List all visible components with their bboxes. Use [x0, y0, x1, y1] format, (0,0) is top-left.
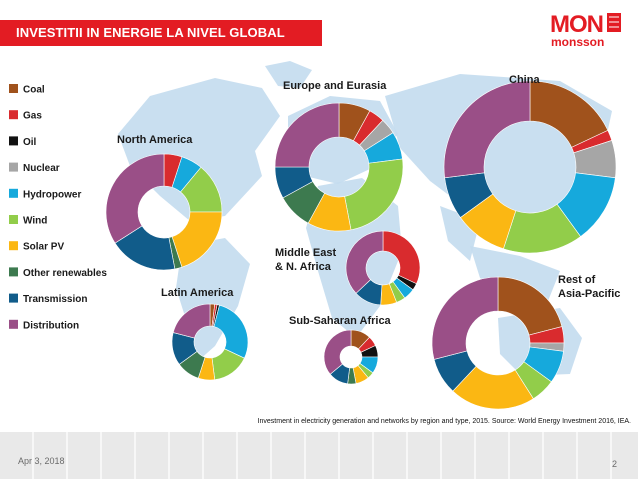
legend-label: Wind: [23, 216, 47, 227]
donut-slice-distribution: [323, 329, 352, 375]
donut-slice-distribution: [431, 276, 499, 360]
region-label: & N. Africa: [275, 261, 332, 273]
legend-swatch: [9, 215, 18, 224]
footer-tile: [408, 432, 442, 479]
chart-figure: Coal Gas Oil Nuclear Hydropower Wind Solar PV O…: [9, 61, 620, 410]
legend-label: Solar PV: [23, 242, 64, 253]
legend-swatch: [9, 241, 18, 251]
logo-monsson-text: monsson: [551, 35, 604, 49]
region-label: China: [509, 74, 540, 86]
legend-swatch: [9, 319, 18, 329]
title-bar: INVESTITII IN ENERGIE LA NIVEL GLOBAL: [0, 20, 322, 46]
donut-slice-distribution: [105, 153, 165, 244]
donut-china: China: [443, 74, 617, 254]
footer-tile: [510, 432, 544, 479]
legend-label: Distribution: [23, 320, 79, 331]
donut-slice-distribution: [172, 303, 211, 339]
donut-slice-hydropower: [213, 304, 249, 359]
legend-label: Hydropower: [23, 189, 81, 200]
legend-label: Transmission: [23, 294, 87, 305]
map-landmass: [470, 246, 560, 301]
footer-tile: [102, 432, 136, 479]
legend-swatch: [9, 188, 18, 198]
legend-swatch: [9, 110, 18, 120]
legend-label: Other renewables: [23, 268, 107, 279]
footer-tile: [272, 432, 306, 479]
legend-swatch: [9, 84, 18, 93]
donut-middle-east-n-africa: Middle East & N. Africa: [275, 230, 421, 306]
figure-caption: Investment in electricity generation and…: [257, 418, 631, 425]
region-label: Sub-Saharan Africa: [289, 315, 392, 327]
donut-latin-america: Latin America: [161, 287, 249, 381]
footer-tile: [306, 432, 340, 479]
footer-tile: [544, 432, 578, 479]
footer-date: Apr 3, 2018: [18, 456, 65, 466]
region-label: Latin America: [161, 287, 234, 299]
donut-slice-gas: [382, 230, 421, 285]
legend-swatch: [9, 162, 18, 172]
footer-tile: [374, 432, 408, 479]
monsson-logo: MON monsson: [550, 11, 621, 49]
footer-tile: [0, 432, 34, 479]
legend-swatch: [9, 136, 18, 146]
legend-label: Nuclear: [23, 163, 60, 174]
chart-legend: Coal Gas Oil Nuclear Hydropower Wind Solar PV O…: [9, 84, 107, 331]
footer-tile: [170, 432, 204, 479]
slide-title: INVESTITII IN ENERGIE LA NIVEL GLOBAL: [16, 25, 285, 40]
footer-tile: [442, 432, 476, 479]
region-label: Rest of: [558, 274, 596, 286]
region-label: Asia-Pacific: [558, 288, 620, 300]
footer-tile: [136, 432, 170, 479]
legend-swatch: [9, 293, 18, 303]
legend-label: Oil: [23, 137, 37, 148]
map-landmass: [265, 61, 312, 88]
footer-strip: [0, 432, 638, 479]
donut-slice-distribution: [274, 102, 340, 168]
footer-tile: [68, 432, 102, 479]
legend-swatch: [9, 267, 18, 277]
footer-tile: [476, 432, 510, 479]
donut-rest-of-asia-pacific: Rest of Asia-Pacific: [431, 274, 620, 410]
page-number: 2: [612, 459, 618, 469]
donut-charts: North America Europe and Eurasia China Midd…: [105, 74, 620, 410]
logo-mon-text: MON: [550, 11, 603, 38]
footer-tile: [34, 432, 68, 479]
region-label: Middle East: [275, 247, 336, 259]
legend-label: Gas: [23, 111, 42, 122]
donut-slice-distribution: [443, 80, 531, 179]
footer-tile: [578, 432, 612, 479]
donut-europe-and-eurasia: Europe and Eurasia: [274, 80, 404, 232]
donut-sub-saharan-africa: Sub-Saharan Africa: [289, 315, 392, 385]
footer-tile: [204, 432, 238, 479]
region-label: Europe and Eurasia: [283, 80, 387, 92]
donut-slice-distribution: [345, 230, 384, 294]
footer-tile: [340, 432, 374, 479]
footer-tile: [612, 432, 638, 479]
donut-slice-wind: [344, 158, 404, 231]
footer-tile: [238, 432, 272, 479]
region-label: North America: [117, 134, 193, 146]
donut-north-america: North America: [105, 134, 223, 271]
legend-label: Coal: [23, 85, 45, 96]
